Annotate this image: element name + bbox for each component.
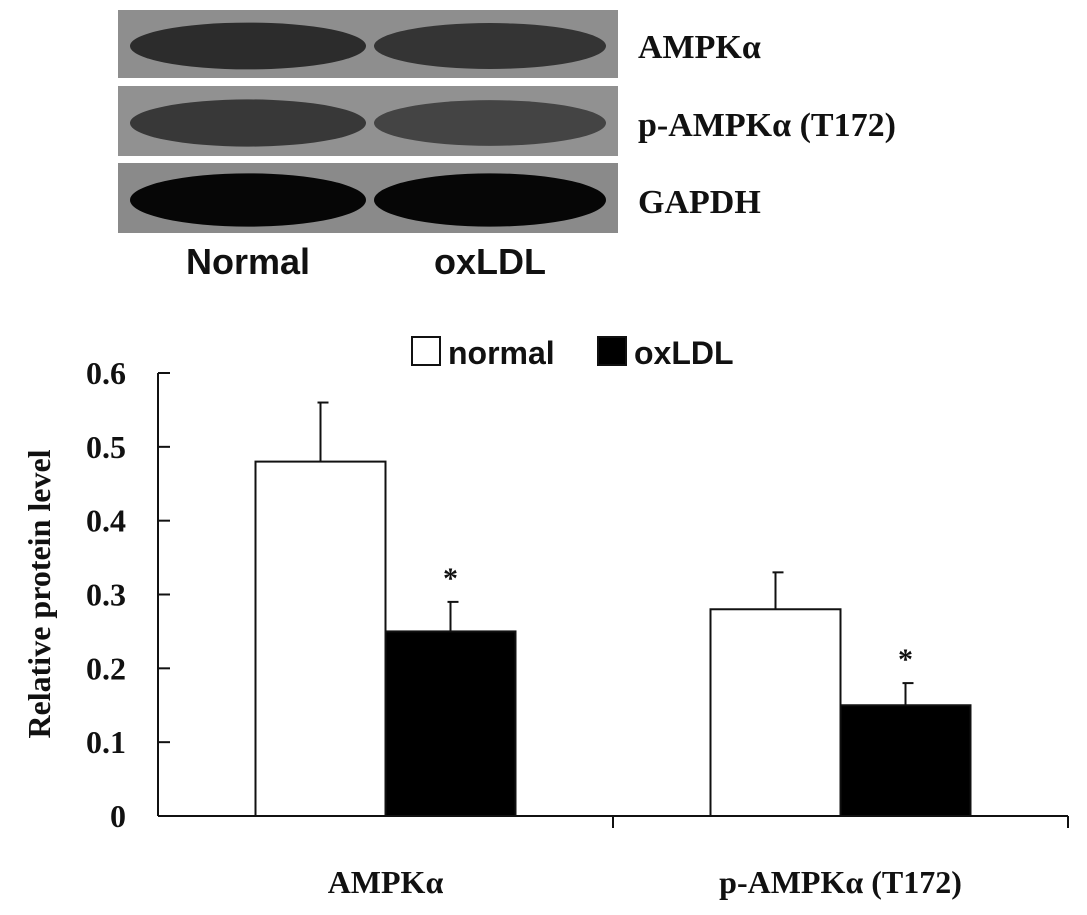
x-category-label: p-AMPKα (T172)	[719, 864, 962, 900]
blot-band	[130, 173, 366, 227]
legend-swatch-normal	[411, 336, 441, 366]
bar-normal-1	[709, 608, 842, 817]
y-tick-label: 0	[110, 798, 126, 834]
blot-label-ampk: AMPKα	[638, 29, 761, 66]
legend: normal oxLDL	[411, 335, 734, 371]
western-blot: AMPKα p-AMPKα (T172) GAPDH Normal oxLDL	[118, 10, 896, 282]
blot-band	[130, 99, 366, 147]
legend-label-normal: normal	[448, 335, 555, 371]
legend-label-oxldl: oxLDL	[634, 335, 734, 371]
lane-label-oxldl: oxLDL	[434, 241, 546, 282]
lane-label-normal: Normal	[186, 241, 310, 282]
y-tick-label: 0.4	[86, 503, 126, 539]
blot-band	[374, 100, 606, 146]
y-tick-label: 0.3	[86, 577, 126, 613]
blot-band	[374, 173, 606, 227]
y-axis-title: Relative protein level	[21, 449, 57, 738]
bar-normal-0	[254, 460, 387, 817]
bar-oxldl-0	[384, 630, 517, 818]
blot-label-gapdh: GAPDH	[638, 184, 761, 221]
bar-chart: * * 0 0.1 0.2 0.3 0.4 0.5 0.6 AMPKα p-AMPKα (T17…	[21, 355, 1069, 900]
blot-band	[130, 22, 366, 70]
significance-marker: *	[443, 562, 458, 595]
legend-swatch-oxldl	[597, 336, 627, 366]
y-tick-label: 0.5	[86, 429, 126, 465]
x-category-label: AMPKα	[328, 864, 444, 900]
significance-marker: *	[898, 643, 913, 676]
y-tick-label: 0.1	[86, 724, 126, 760]
y-tick-label: 0.2	[86, 650, 126, 686]
y-tick-label: 0.6	[86, 355, 126, 391]
bar-oxldl-1	[839, 704, 972, 817]
blot-band	[374, 23, 606, 69]
blot-label-pampk: p-AMPKα (T172)	[638, 107, 896, 144]
